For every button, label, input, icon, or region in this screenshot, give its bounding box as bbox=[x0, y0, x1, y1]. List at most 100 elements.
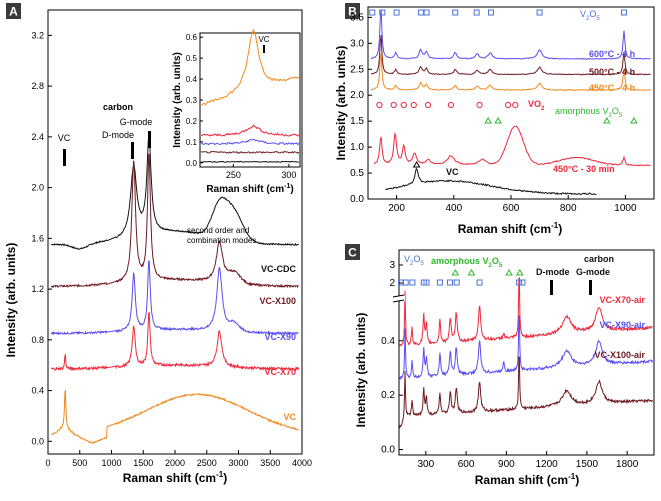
vo2-marker bbox=[376, 101, 383, 109]
panel-a-inset: 250 300 0.0 0.1 0.2 0.3 0.4 0.5 0.6 Raman shift … bbox=[172, 28, 301, 195]
c-v2o5-marker bbox=[519, 279, 526, 286]
vo2-marker bbox=[390, 101, 397, 109]
inset-line-vc-x100 bbox=[200, 150, 300, 154]
amorphous-marker bbox=[484, 117, 493, 124]
line-vc-x90-air bbox=[399, 314, 653, 381]
panel-b-xlabel: Raman shift (cm-1) bbox=[458, 221, 562, 236]
vo2-marker bbox=[400, 101, 407, 109]
panel-c-xtick-label: 900 bbox=[498, 459, 515, 470]
panel-a-letter-bg bbox=[6, 3, 21, 19]
panel-a-ytick-label: 2.8 bbox=[31, 81, 44, 91]
panel-a-ytick-label: 2.0 bbox=[31, 183, 44, 193]
label-vc-x70: VC-X70 bbox=[264, 367, 296, 377]
panel-a-lines bbox=[50, 134, 300, 444]
panel-c-axis-break-gap bbox=[393, 296, 405, 301]
inset-vc: VC bbox=[258, 35, 269, 44]
annot-vc: VC bbox=[58, 133, 71, 143]
label-450c-30min: 450°C - 30 min bbox=[553, 164, 615, 174]
v2o5-marker bbox=[536, 9, 543, 16]
inset-xtick-label: 300 bbox=[281, 170, 296, 180]
panel-b-ylabel: Intensity (arb. units) bbox=[334, 46, 348, 161]
line-450c-30min bbox=[373, 125, 651, 167]
label-vc-cdc: VC-CDC bbox=[261, 264, 296, 274]
panel-b-letter: B bbox=[348, 5, 357, 19]
panel-a-xtick-label: 0 bbox=[45, 458, 50, 468]
panel-c-frame bbox=[398, 249, 655, 456]
panel-a-ylabel: Intensity (arb. units) bbox=[4, 243, 18, 358]
panel-c-lines bbox=[399, 277, 653, 429]
label-450c-4h: 450°C - 4 h bbox=[589, 83, 635, 93]
panel-c-dmode-marker bbox=[550, 280, 553, 295]
line-vc-cdc bbox=[51, 134, 299, 250]
inset-ytick-label: 0.5 bbox=[186, 54, 198, 63]
panel-a-ytick-label: 1.6 bbox=[31, 233, 44, 243]
panel-c-gmode: G-mode bbox=[576, 267, 610, 277]
panel-a-xtick-label: 2000 bbox=[165, 458, 185, 468]
panel-a-ytick-label: 0.4 bbox=[31, 386, 44, 396]
c-amorphous-marker bbox=[451, 269, 460, 276]
panel-c-letter-bg bbox=[345, 244, 360, 260]
line-vc-x70-air bbox=[399, 277, 653, 347]
c-v2o5-marker bbox=[453, 279, 460, 286]
inset-line-vc-x70 bbox=[200, 124, 300, 137]
label-vc-x100-air: VC-X100-air bbox=[594, 350, 645, 360]
c-v2o5-marker bbox=[447, 279, 453, 286]
panel-a-ytick-label: 0.0 bbox=[31, 436, 44, 446]
panel-c-xtick-label: 1200 bbox=[536, 459, 559, 470]
inset-line-vc bbox=[201, 28, 300, 106]
panel-b-lines bbox=[370, 10, 651, 196]
v2o5-marker bbox=[393, 9, 400, 16]
panel-a-xtick-label: 1000 bbox=[101, 458, 121, 468]
amorphous-marker bbox=[494, 117, 503, 124]
panel-b: B 200 400 600 800 1000 0.0 0.5 1.0 1.5 2.0 2.5 3.0 3… bbox=[334, 3, 655, 236]
label-vc-x70-air: VC-X70-air bbox=[599, 295, 645, 305]
panel-b-xtick-label: 800 bbox=[560, 203, 577, 214]
panel-b-ytick-label: 2.0 bbox=[350, 90, 364, 101]
inset-lines bbox=[200, 28, 300, 163]
panel-b-markers bbox=[369, 9, 638, 168]
panel-b-ytick-label: 0.0 bbox=[350, 194, 364, 205]
line-450c-4h bbox=[370, 53, 651, 91]
panel-a-xtick-label: 1500 bbox=[133, 458, 153, 468]
label-vc-x100: VC-X100 bbox=[259, 296, 296, 306]
annot-dmode-marker bbox=[131, 142, 134, 159]
panel-c: C 300 600 900 1200 1500 1800 0.0 0.2 0.4 2 3 Raman… bbox=[345, 244, 655, 487]
c-v2o5-marker bbox=[476, 279, 483, 286]
panel-a-ytick-label: 2.4 bbox=[31, 132, 44, 142]
vo2-marker bbox=[476, 101, 483, 109]
v2o5-marker bbox=[417, 9, 424, 16]
line-vc-b bbox=[385, 167, 597, 196]
panel-c-xtick-label: 1500 bbox=[576, 459, 599, 470]
v2o5-marker bbox=[452, 9, 459, 16]
amorphous-marker bbox=[630, 117, 638, 124]
vo2-marker bbox=[447, 101, 455, 109]
annot-vc-marker bbox=[63, 149, 66, 166]
c-amorphous-marker bbox=[515, 269, 524, 276]
inset-ytick-label: 0.3 bbox=[186, 96, 198, 105]
line-vc bbox=[51, 389, 299, 444]
line-vc-x100 bbox=[50, 153, 299, 289]
panel-a-xtick-label: 500 bbox=[72, 458, 87, 468]
panel-a-xtick-label: 3500 bbox=[260, 458, 280, 468]
panel-b-ytick-label: 0.5 bbox=[350, 168, 364, 179]
panel-b-ytick-label: 2.5 bbox=[350, 64, 364, 75]
v2o5-marker bbox=[487, 9, 494, 16]
c-v2o5-marker bbox=[423, 279, 430, 286]
panel-c-ytick-label: 0.4 bbox=[381, 336, 395, 347]
c-amorphous-marker bbox=[467, 269, 476, 276]
panel-c-letter: C bbox=[348, 246, 357, 260]
panel-b-amorph-label: amorphous V2O5 bbox=[555, 106, 623, 119]
line-vc-x90 bbox=[50, 260, 299, 336]
v2o5-marker bbox=[620, 9, 627, 16]
c-v2o5-marker bbox=[516, 279, 523, 286]
panel-b-xtick-label: 400 bbox=[445, 203, 462, 214]
amorphous-marker bbox=[602, 117, 611, 124]
panel-c-dmode: D-mode bbox=[536, 267, 570, 277]
panel-c-amorph-label: amorphous V2O5 bbox=[431, 256, 503, 269]
vo2-marker bbox=[512, 101, 519, 109]
panel-c-gmode-marker bbox=[589, 280, 592, 295]
panel-c-axis-break-2 bbox=[392, 299, 405, 303]
inset-ytick-label: 0.0 bbox=[186, 159, 198, 168]
panel-b-xtick-label: 200 bbox=[388, 203, 405, 214]
